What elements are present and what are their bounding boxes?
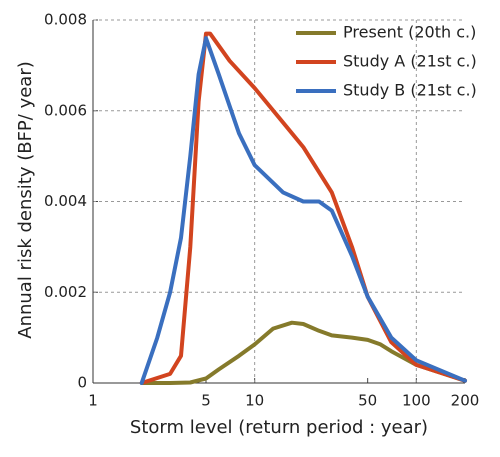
y-tick-label: 0.006 xyxy=(44,101,87,119)
y-tick-label: 0.004 xyxy=(44,192,87,210)
x-tick-label: 100 xyxy=(402,392,431,410)
y-tick-label: 0 xyxy=(77,374,87,392)
line xyxy=(139,36,467,385)
x-tick-label: 50 xyxy=(358,392,377,410)
legend-label: Study A (21st c.) xyxy=(343,52,477,71)
x-tick-label: 1 xyxy=(88,392,98,410)
legend-label: Study B (21st c.) xyxy=(343,81,477,100)
legend-label: Present (20th c.) xyxy=(343,23,476,42)
y-tick-label: 0.008 xyxy=(44,11,87,29)
line xyxy=(139,320,467,385)
y-axis-label: Annual risk density (BFP/ year) xyxy=(15,61,36,338)
x-axis-label: Storm level (return period : year) xyxy=(130,417,428,438)
x-tick-label: 200 xyxy=(451,392,480,410)
x-tick-label: 10 xyxy=(245,392,264,410)
y-tick-label: 0.002 xyxy=(44,283,87,301)
x-tick-label: 5 xyxy=(201,392,211,410)
